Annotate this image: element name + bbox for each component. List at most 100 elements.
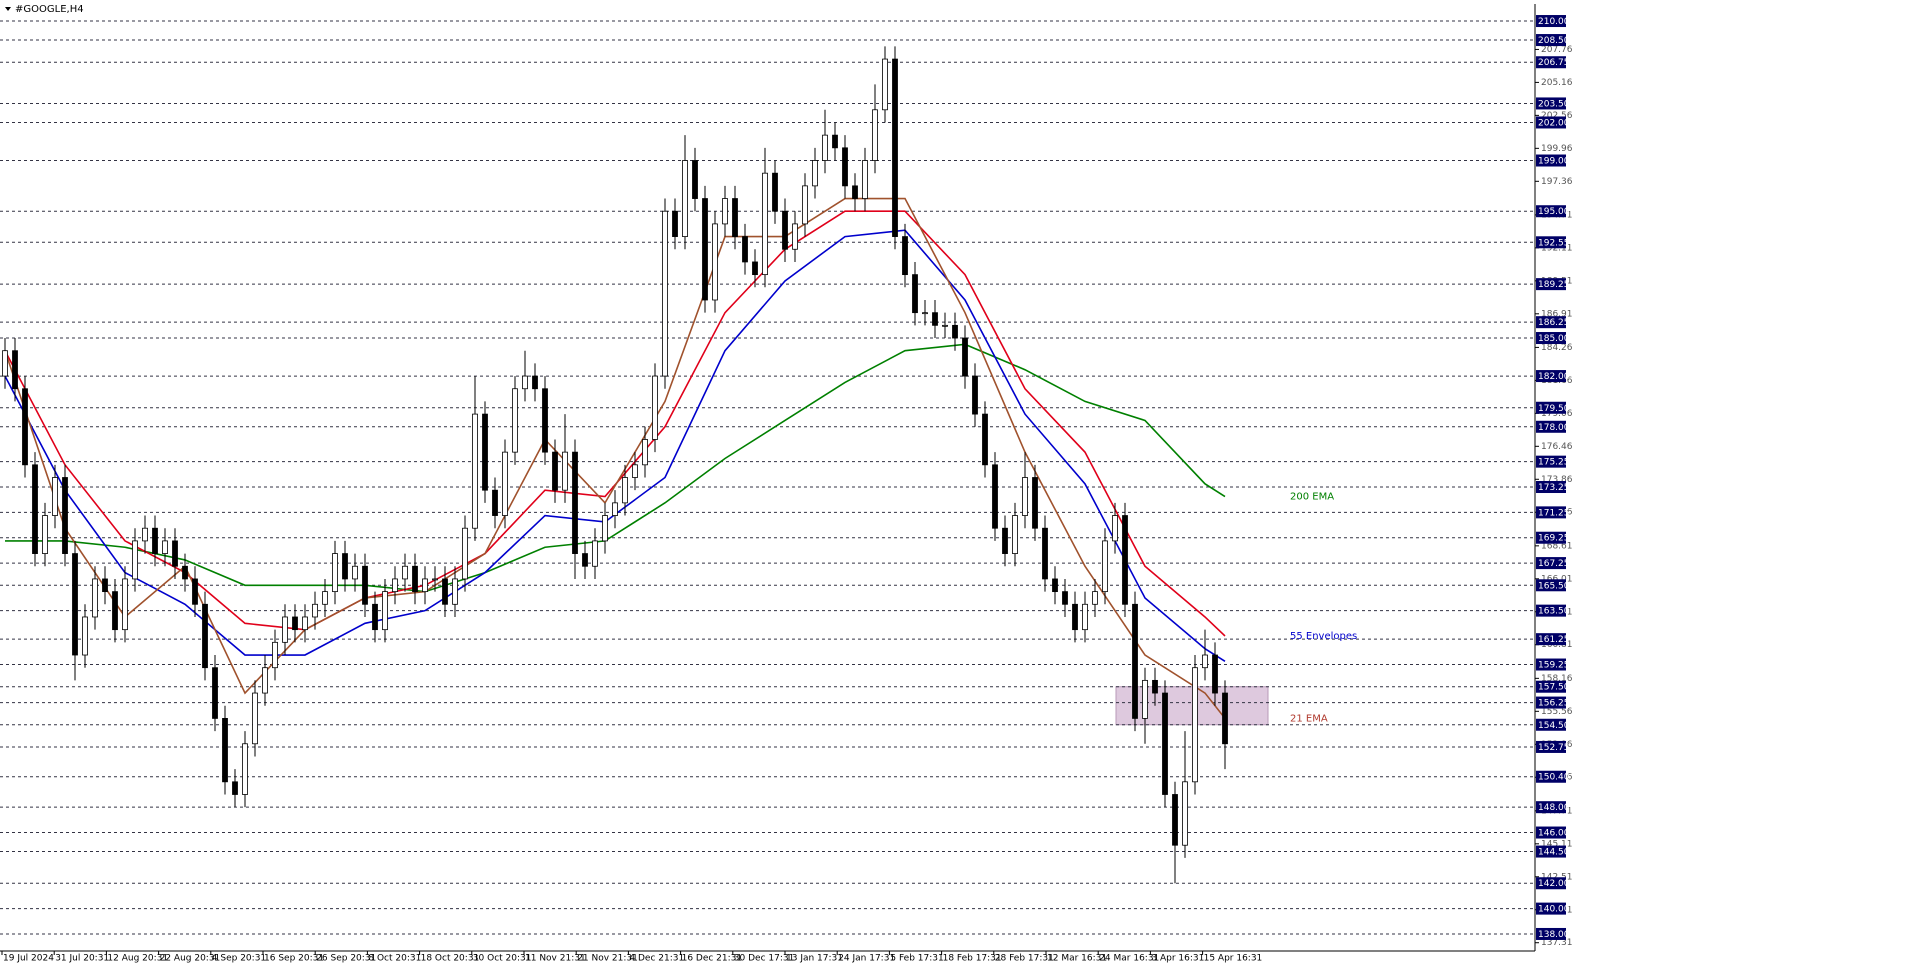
level-label: 178.00 — [1538, 423, 1570, 433]
x-tick-label: 4 Sep 20:31 — [212, 954, 266, 963]
level-label: 138.00 — [1538, 930, 1570, 940]
candle-body — [222, 718, 228, 783]
y-tick-label: 197.36 — [1541, 177, 1573, 187]
candle-body — [612, 502, 618, 516]
candle-body — [252, 692, 258, 745]
candle-body — [1142, 679, 1148, 719]
candle-body — [2, 350, 8, 377]
level-label-box — [1536, 34, 1566, 47]
candle-body — [312, 603, 318, 618]
candle-body — [52, 477, 58, 516]
candle-body — [292, 616, 298, 631]
candle-body — [812, 160, 818, 187]
candle-body — [502, 451, 508, 516]
candle-body — [552, 451, 558, 491]
level-label: 154.50 — [1538, 721, 1570, 731]
candle-body — [872, 109, 878, 161]
candle-body — [332, 553, 338, 593]
candle-body — [442, 578, 448, 605]
candle-body — [172, 540, 178, 567]
candle-body — [242, 743, 248, 795]
level-label: 148.00 — [1538, 803, 1570, 813]
x-tick-label: 28 Feb 17:31 — [995, 954, 1054, 963]
x-tick-label: 18 Feb 17:31 — [943, 954, 1002, 963]
zone — [1115, 686, 1269, 726]
candle-body — [122, 578, 128, 631]
x-tick-label: 21 Nov 21:31 — [577, 954, 638, 963]
candle-body — [272, 641, 278, 669]
x-tick-label: 18 Oct 20:31 — [421, 954, 480, 963]
level-label: 179.50 — [1538, 404, 1570, 414]
candle-body — [342, 553, 348, 580]
level-label: 208.50 — [1538, 36, 1570, 46]
indicator-line — [5, 343, 1226, 593]
x-tick-label: 30 Dec 17:31 — [734, 954, 795, 963]
level-label-box — [1536, 236, 1566, 249]
candle-body — [152, 527, 158, 554]
level-label-box — [1536, 370, 1566, 383]
y-tick-label: 155.56 — [1541, 707, 1573, 717]
candle-body — [742, 236, 748, 263]
y-tick-label: 205.16 — [1541, 78, 1573, 88]
candle-body — [1132, 603, 1138, 719]
candle-body — [322, 591, 328, 605]
candle-body — [202, 603, 208, 669]
candle-body — [62, 477, 68, 554]
y-tick-label: 158.16 — [1541, 674, 1573, 684]
candle-body — [512, 388, 518, 453]
candle-body — [772, 172, 778, 212]
x-tick-label: 11 Nov 21:31 — [525, 954, 586, 963]
candle-body — [1072, 603, 1078, 631]
candle-body — [592, 540, 598, 567]
candle-body — [782, 210, 788, 250]
candle-body — [452, 578, 458, 605]
level-label-box — [1536, 696, 1566, 709]
candle-body — [102, 578, 108, 593]
candle-body — [892, 58, 898, 237]
candle-body — [882, 58, 888, 111]
candle-body — [542, 388, 548, 453]
level-label: 192.55 — [1538, 238, 1570, 248]
candle-body — [642, 439, 648, 466]
candle-body — [1192, 667, 1198, 783]
menu-arrow — [5, 7, 11, 11]
level-label: 195.00 — [1538, 207, 1570, 217]
candle-body — [462, 527, 468, 580]
candle-body — [822, 134, 828, 161]
level-label-box — [1536, 902, 1566, 915]
candle-body — [1162, 692, 1168, 795]
level-label-box — [1536, 718, 1566, 731]
x-tick-label: 16 Sep 20:31 — [264, 954, 324, 963]
candle-body — [602, 515, 608, 542]
level-label: 186.25 — [1538, 318, 1570, 328]
indicator-label: 200 EMA — [1290, 492, 1334, 503]
level-label-box — [1536, 506, 1566, 519]
level-label: 206.75 — [1538, 58, 1570, 68]
level-label-box — [1536, 845, 1566, 858]
candle-body — [662, 210, 668, 377]
level-label-box — [1536, 97, 1566, 110]
x-tick-label: 22 Aug 20:31 — [160, 954, 221, 963]
candle-body — [832, 134, 838, 149]
candle-body — [912, 274, 918, 314]
level-label-box — [1536, 557, 1566, 570]
y-tick-label: 184.26 — [1541, 343, 1573, 353]
level-label: 144.50 — [1538, 848, 1570, 858]
level-label-box — [1536, 680, 1566, 693]
candle-body — [162, 540, 168, 554]
candle-body — [692, 160, 698, 199]
candle-body — [1012, 515, 1018, 554]
candle-body — [722, 198, 728, 225]
level-label-box — [1536, 740, 1566, 753]
candle-body — [842, 147, 848, 187]
y-tick-label: 192.11 — [1541, 243, 1573, 253]
candle-body — [752, 261, 758, 276]
level-label-box — [1536, 826, 1566, 839]
y-tick-label: 179.06 — [1541, 409, 1573, 419]
chart-title: #GOOGLE,H4 — [15, 4, 84, 15]
candle-body — [472, 413, 478, 529]
level-label-box — [1536, 401, 1566, 414]
level-label: 165.50 — [1538, 581, 1570, 591]
candle-body — [1182, 781, 1188, 846]
